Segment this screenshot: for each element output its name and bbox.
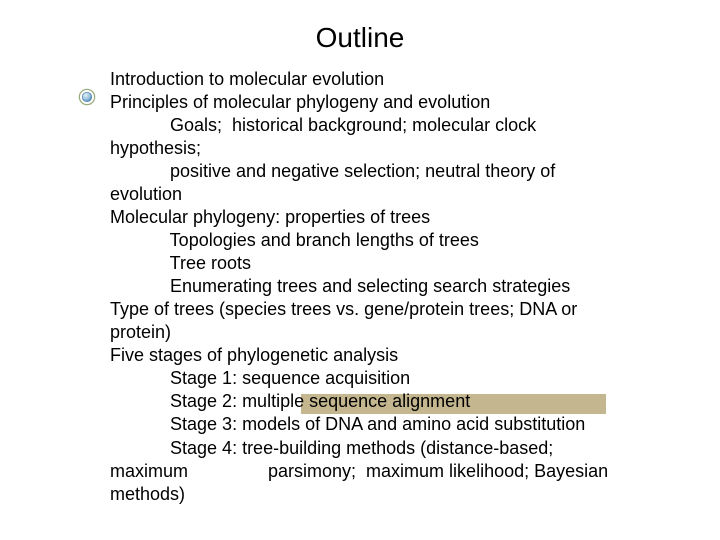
outline-line: Five stages of phylogenetic analysis xyxy=(110,344,670,367)
outline-line: Stage 4: tree-building methods (distance… xyxy=(110,437,670,460)
outline-line: protein) xyxy=(110,321,670,344)
slide-title: Outline xyxy=(50,22,670,54)
outline-line: Stage 2: multiple sequence alignment xyxy=(110,390,670,413)
outline-line: Molecular phylogeny: properties of trees xyxy=(110,206,670,229)
bullet-orb-icon xyxy=(78,88,96,106)
outline-line: Stage 1: sequence acquisition xyxy=(110,367,670,390)
outline-line: Goals; historical background; molecular … xyxy=(110,114,670,137)
outline-line: Principles of molecular phylogeny and ev… xyxy=(110,91,670,114)
outline-line: Introduction to molecular evolution xyxy=(110,68,670,91)
outline-line: Enumerating trees and selecting search s… xyxy=(110,275,670,298)
outline-line: evolution xyxy=(110,183,670,206)
outline-line: Topologies and branch lengths of trees xyxy=(110,229,670,252)
outline-body: Introduction to molecular evolution Prin… xyxy=(110,68,670,506)
outline-line: maximum parsimony; maximum likelihood; B… xyxy=(110,460,670,483)
outline-line: positive and negative selection; neutral… xyxy=(110,160,670,183)
outline-line: Tree roots xyxy=(110,252,670,275)
outline-line: methods) xyxy=(110,483,670,506)
outline-line: Stage 3: models of DNA and amino acid su… xyxy=(110,413,670,436)
slide: Outline Introduction to molecular evolut… xyxy=(0,0,720,540)
outline-line: Type of trees (species trees vs. gene/pr… xyxy=(110,298,670,321)
outline-line: hypothesis; xyxy=(110,137,670,160)
